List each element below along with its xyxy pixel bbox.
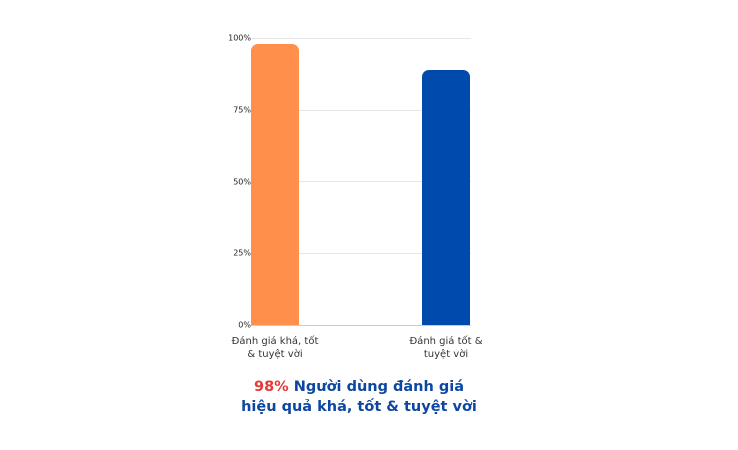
y-tick-25: 25% — [233, 248, 251, 258]
bar-tot-tuyet-voi — [422, 69, 470, 325]
x-label-2-line1: Đánh giá tốt & — [409, 336, 483, 347]
gridline — [251, 38, 471, 39]
x-axis — [251, 325, 471, 326]
x-label-2-line2: tuyệt vời — [423, 349, 469, 360]
caption-text: Người dùng đánh giá hiệu quả khá, tốt & … — [241, 379, 477, 415]
gridline — [251, 110, 471, 111]
plot-area — [251, 38, 471, 326]
caption-highlight: 98% — [253, 379, 289, 395]
y-tick-75: 75% — [233, 105, 251, 115]
x-label-1-line1: Đánh giá khá, tốt — [231, 336, 319, 347]
x-label-1: Đánh giá khá, tốt & tuyệt vời — [215, 335, 335, 361]
y-tick-0: 0% — [238, 320, 251, 330]
chart-caption: 98% Người dùng đánh giá hiệu quả khá, tố… — [239, 377, 479, 417]
y-tick-100: 100% — [228, 33, 251, 43]
x-label-1-line2: & tuyệt vời — [247, 349, 303, 360]
bar-kha-tot-tuyet-voi — [251, 43, 299, 325]
x-label-2: Đánh giá tốt & tuyệt vời — [386, 335, 506, 361]
gridline — [251, 253, 471, 254]
y-tick-50: 50% — [233, 177, 251, 187]
gridline — [251, 181, 471, 182]
